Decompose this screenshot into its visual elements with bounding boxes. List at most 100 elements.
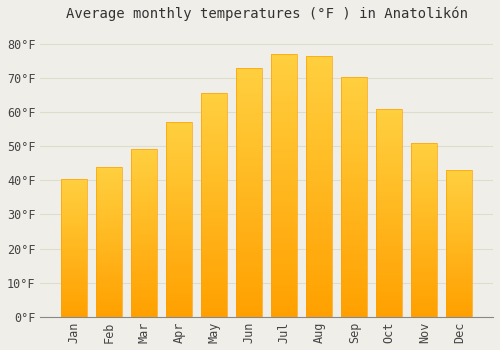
- Bar: [376, 225, 402, 229]
- Bar: [236, 83, 262, 88]
- Bar: [446, 208, 472, 211]
- Bar: [341, 264, 367, 269]
- Bar: [446, 205, 472, 208]
- Bar: [446, 302, 472, 305]
- Bar: [271, 112, 297, 117]
- Bar: [341, 163, 367, 168]
- Bar: [341, 154, 367, 159]
- Bar: [96, 287, 122, 290]
- Bar: [271, 117, 297, 122]
- Bar: [446, 196, 472, 200]
- Title: Average monthly temperatures (°F ) in Anatolikón: Average monthly temperatures (°F ) in An…: [66, 7, 468, 21]
- Bar: [271, 122, 297, 128]
- Bar: [236, 122, 262, 127]
- Bar: [131, 162, 157, 166]
- Bar: [201, 142, 228, 147]
- Bar: [341, 245, 367, 250]
- Bar: [411, 143, 438, 146]
- Bar: [166, 266, 192, 270]
- Bar: [411, 310, 438, 313]
- Bar: [446, 311, 472, 314]
- Bar: [61, 281, 87, 284]
- Bar: [201, 241, 228, 245]
- Bar: [306, 66, 332, 71]
- Bar: [446, 261, 472, 264]
- Bar: [446, 240, 472, 244]
- Bar: [306, 181, 332, 186]
- Bar: [166, 262, 192, 266]
- Bar: [236, 282, 262, 287]
- Bar: [166, 193, 192, 196]
- Bar: [341, 168, 367, 173]
- Bar: [271, 212, 297, 217]
- Bar: [236, 197, 262, 202]
- Bar: [306, 306, 332, 312]
- Bar: [411, 244, 438, 247]
- Bar: [341, 279, 367, 283]
- Bar: [271, 228, 297, 233]
- Bar: [306, 92, 332, 98]
- Bar: [201, 214, 228, 218]
- Bar: [96, 194, 122, 197]
- Bar: [61, 193, 87, 195]
- Bar: [61, 309, 87, 311]
- Bar: [306, 197, 332, 202]
- Bar: [131, 209, 157, 212]
- Bar: [236, 272, 262, 277]
- Bar: [96, 299, 122, 302]
- Bar: [166, 301, 192, 305]
- Bar: [271, 222, 297, 228]
- Bar: [96, 290, 122, 293]
- Bar: [61, 259, 87, 261]
- Bar: [166, 173, 192, 177]
- Bar: [96, 275, 122, 278]
- Bar: [166, 228, 192, 231]
- Bar: [201, 245, 228, 250]
- Bar: [446, 170, 472, 173]
- Bar: [341, 178, 367, 182]
- Bar: [166, 165, 192, 169]
- Bar: [306, 150, 332, 155]
- Bar: [446, 270, 472, 273]
- Bar: [236, 217, 262, 222]
- Bar: [201, 156, 228, 160]
- Bar: [96, 266, 122, 269]
- Bar: [341, 302, 367, 307]
- Bar: [96, 179, 122, 182]
- Bar: [341, 144, 367, 149]
- Bar: [96, 176, 122, 179]
- Bar: [306, 202, 332, 207]
- Bar: [166, 177, 192, 181]
- Bar: [271, 196, 297, 201]
- Bar: [446, 296, 472, 299]
- Bar: [96, 236, 122, 239]
- Bar: [411, 230, 438, 233]
- Bar: [306, 160, 332, 166]
- Bar: [376, 284, 402, 288]
- Bar: [96, 167, 122, 317]
- Bar: [166, 223, 192, 228]
- Bar: [411, 299, 438, 303]
- Bar: [341, 187, 367, 192]
- Bar: [446, 282, 472, 285]
- Bar: [166, 274, 192, 278]
- Bar: [96, 239, 122, 242]
- Bar: [446, 244, 472, 246]
- Bar: [306, 186, 332, 191]
- Bar: [131, 182, 157, 186]
- Bar: [376, 204, 402, 209]
- Bar: [131, 314, 157, 317]
- Bar: [61, 178, 87, 317]
- Bar: [446, 223, 472, 226]
- Bar: [131, 189, 157, 192]
- Bar: [61, 251, 87, 253]
- Bar: [446, 249, 472, 252]
- Bar: [446, 185, 472, 188]
- Bar: [166, 305, 192, 309]
- Bar: [446, 255, 472, 258]
- Bar: [411, 153, 438, 157]
- Bar: [271, 254, 297, 259]
- Bar: [166, 309, 192, 313]
- Bar: [236, 287, 262, 292]
- Bar: [131, 307, 157, 310]
